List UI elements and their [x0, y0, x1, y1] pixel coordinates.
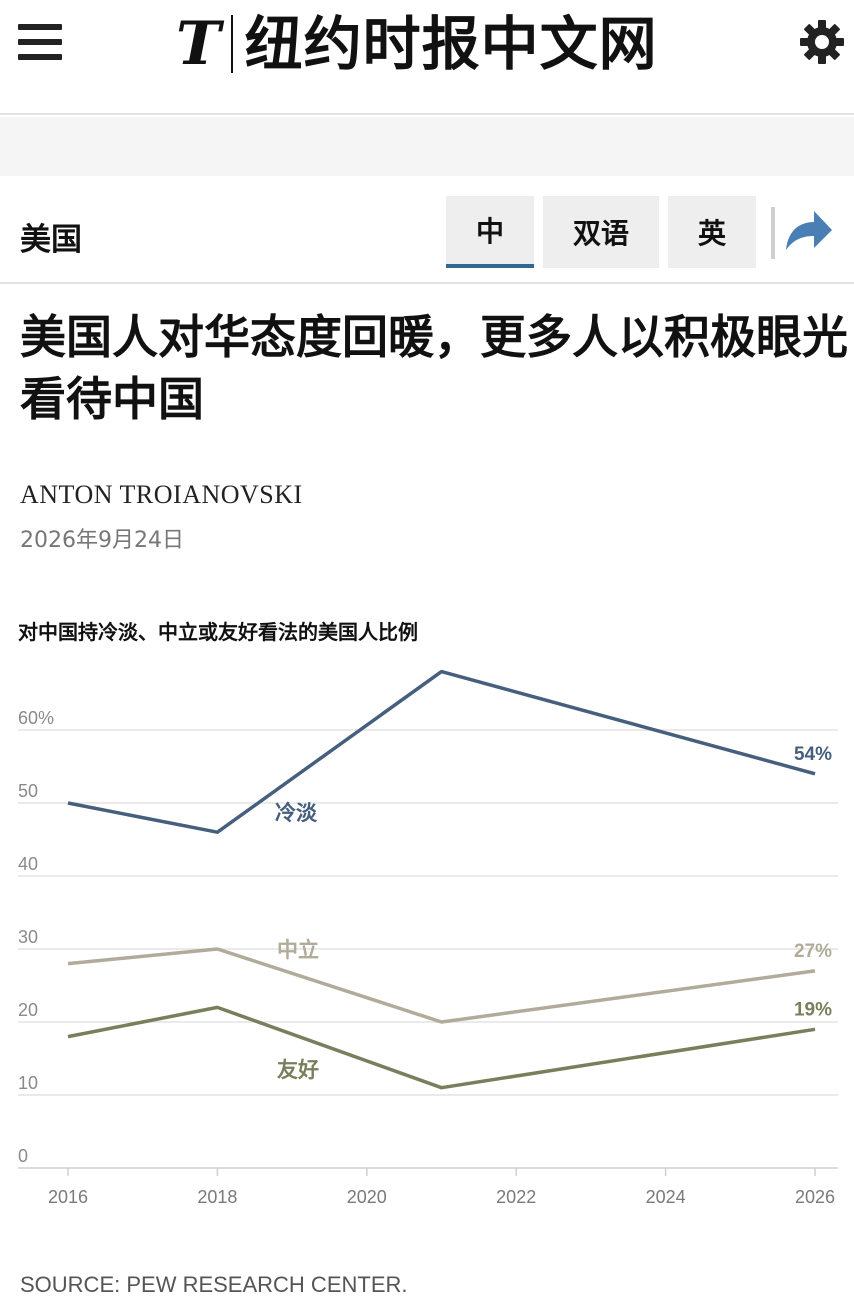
- line-chart: 0 10 20 30 40 50 60% 2016 2018 2020 2022 2024 2026 冷淡…: [18, 669, 838, 1207]
- x-tick-label: 2018: [197, 1187, 237, 1207]
- x-tick-label: 2020: [347, 1187, 387, 1207]
- logo-text: 纽约时报中文网: [244, 10, 658, 78]
- gear-icon[interactable]: [798, 18, 846, 66]
- section-bar: 美国 中 双语 英: [0, 176, 854, 284]
- end-value-label-warm: 19%: [794, 999, 832, 1020]
- chart-title: 对中国持冷淡、中立或友好看法的美国人比例: [18, 620, 418, 644]
- chart-source: SOURCE: PEW RESEARCH CENTER.: [20, 1272, 408, 1297]
- article-date: 2026年9月24日: [20, 528, 184, 553]
- article-headline: 美国人对华态度回暖，更多人以积极眼光看待中国: [20, 310, 848, 426]
- y-tick-label: 50: [18, 781, 38, 801]
- y-tick-label: 60%: [18, 708, 54, 728]
- series-label-warm: 友好: [277, 1058, 319, 1082]
- end-value-label-neutral: 27%: [794, 941, 832, 962]
- share-arrow-icon[interactable]: [784, 208, 834, 252]
- end-value-label-cold: 54%: [794, 744, 832, 765]
- logo-divider: [230, 15, 233, 73]
- series-label-cold: 冷淡: [275, 801, 318, 825]
- section-label[interactable]: 美国: [20, 222, 82, 258]
- ad-placeholder-strip: [0, 117, 854, 176]
- y-tick-label: 10: [18, 1073, 38, 1093]
- series-line-warm: [67, 1005, 816, 1090]
- lang-button-chinese[interactable]: 中: [446, 196, 534, 268]
- x-tick-label: 2022: [496, 1187, 536, 1207]
- x-tick-label: 2026: [795, 1187, 835, 1207]
- lang-button-bilingual[interactable]: 双语: [543, 196, 659, 268]
- y-tick-label: 30: [18, 927, 38, 947]
- lang-button-english[interactable]: 英: [668, 196, 756, 268]
- x-tick-label: 2016: [48, 1187, 88, 1207]
- hamburger-menu-icon[interactable]: [18, 24, 62, 60]
- share-divider: [771, 207, 775, 259]
- top-bar: T 纽约时报中文网: [0, 0, 854, 115]
- nyt-cn-logo[interactable]: T 纽约时报中文网: [176, 8, 658, 80]
- series-line-cold: [67, 669, 816, 834]
- logo-mark: T: [176, 9, 221, 79]
- x-tick-label: 2024: [646, 1187, 686, 1207]
- y-tick-label: 20: [18, 1000, 38, 1020]
- series-label-neutral: 中立: [277, 938, 319, 962]
- series-line-neutral: [67, 947, 816, 1024]
- y-tick-label: 0: [18, 1146, 28, 1166]
- y-tick-label: 40: [18, 854, 38, 874]
- article-byline[interactable]: ANTON TROIANOVSKI: [20, 480, 303, 509]
